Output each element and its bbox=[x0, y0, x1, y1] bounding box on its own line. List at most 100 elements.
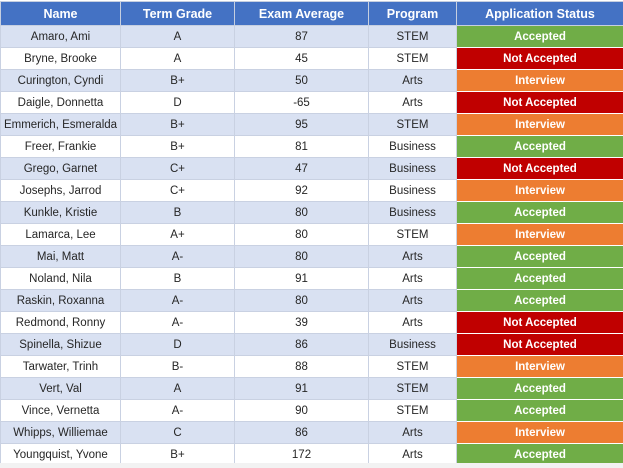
cell-term-grade[interactable]: A- bbox=[120, 289, 235, 312]
cell-application-status[interactable]: Accepted bbox=[456, 245, 623, 268]
cell-name[interactable]: Daigle, Donnetta bbox=[0, 91, 121, 114]
cell-term-grade[interactable]: B bbox=[120, 201, 235, 224]
cell-name[interactable]: Vert, Val bbox=[0, 377, 121, 400]
cell-term-grade[interactable]: B- bbox=[120, 355, 235, 378]
header-program[interactable]: Program bbox=[368, 1, 457, 26]
header-name[interactable]: Name bbox=[0, 1, 121, 26]
cell-application-status[interactable]: Interview bbox=[456, 69, 623, 92]
cell-exam-average[interactable]: 45 bbox=[234, 47, 369, 70]
cell-term-grade[interactable]: A bbox=[120, 377, 235, 400]
cell-term-grade[interactable]: D bbox=[120, 333, 235, 356]
cell-program[interactable]: STEM bbox=[368, 377, 457, 400]
cell-name[interactable]: Freer, Frankie bbox=[0, 135, 121, 158]
cell-term-grade[interactable]: B+ bbox=[120, 135, 235, 158]
cell-term-grade[interactable]: D bbox=[120, 91, 235, 114]
cell-term-grade[interactable]: C+ bbox=[120, 179, 235, 202]
cell-exam-average[interactable]: 50 bbox=[234, 69, 369, 92]
cell-exam-average[interactable]: -65 bbox=[234, 91, 369, 114]
cell-program[interactable]: STEM bbox=[368, 355, 457, 378]
cell-program[interactable]: STEM bbox=[368, 113, 457, 136]
cell-program[interactable]: Business bbox=[368, 333, 457, 356]
cell-term-grade[interactable]: A+ bbox=[120, 223, 235, 246]
cell-name[interactable]: Redmond, Ronny bbox=[0, 311, 121, 334]
cell-name[interactable]: Noland, Nila bbox=[0, 267, 121, 290]
cell-program[interactable]: STEM bbox=[368, 47, 457, 70]
cell-term-grade[interactable]: C bbox=[120, 421, 235, 444]
cell-exam-average[interactable]: 80 bbox=[234, 201, 369, 224]
cell-name[interactable]: Vince, Vernetta bbox=[0, 399, 121, 422]
cell-term-grade[interactable]: A- bbox=[120, 245, 235, 268]
cell-name[interactable]: Mai, Matt bbox=[0, 245, 121, 268]
cell-exam-average[interactable]: 39 bbox=[234, 311, 369, 334]
cell-term-grade[interactable]: A bbox=[120, 47, 235, 70]
cell-term-grade[interactable]: A- bbox=[120, 311, 235, 334]
cell-exam-average[interactable]: 91 bbox=[234, 377, 369, 400]
cell-name[interactable]: Youngquist, Yvone bbox=[0, 443, 121, 466]
cell-exam-average[interactable]: 80 bbox=[234, 289, 369, 312]
cell-term-grade[interactable]: B bbox=[120, 267, 235, 290]
cell-exam-average[interactable]: 86 bbox=[234, 333, 369, 356]
cell-name[interactable]: Spinella, Shizue bbox=[0, 333, 121, 356]
header-term-grade[interactable]: Term Grade bbox=[120, 1, 235, 26]
cell-exam-average[interactable]: 81 bbox=[234, 135, 369, 158]
cell-name[interactable]: Amaro, Ami bbox=[0, 25, 121, 48]
cell-exam-average[interactable]: 88 bbox=[234, 355, 369, 378]
cell-term-grade[interactable]: B+ bbox=[120, 69, 235, 92]
cell-program[interactable]: Arts bbox=[368, 289, 457, 312]
cell-application-status[interactable]: Accepted bbox=[456, 443, 623, 466]
cell-program[interactable]: STEM bbox=[368, 399, 457, 422]
cell-program[interactable]: Business bbox=[368, 157, 457, 180]
cell-exam-average[interactable]: 87 bbox=[234, 25, 369, 48]
cell-application-status[interactable]: Accepted bbox=[456, 25, 623, 48]
cell-application-status[interactable]: Not Accepted bbox=[456, 311, 623, 334]
cell-exam-average[interactable]: 86 bbox=[234, 421, 369, 444]
cell-program[interactable]: Arts bbox=[368, 245, 457, 268]
cell-application-status[interactable]: Interview bbox=[456, 113, 623, 136]
cell-exam-average[interactable]: 91 bbox=[234, 267, 369, 290]
cell-program[interactable]: Business bbox=[368, 201, 457, 224]
cell-name[interactable]: Tarwater, Trinh bbox=[0, 355, 121, 378]
cell-name[interactable]: Raskin, Roxanna bbox=[0, 289, 121, 312]
cell-exam-average[interactable]: 80 bbox=[234, 245, 369, 268]
cell-application-status[interactable]: Accepted bbox=[456, 267, 623, 290]
cell-name[interactable]: Emmerich, Esmeralda bbox=[0, 113, 121, 136]
cell-application-status[interactable]: Accepted bbox=[456, 289, 623, 312]
cell-program[interactable]: STEM bbox=[368, 25, 457, 48]
header-exam-average[interactable]: Exam Average bbox=[234, 1, 369, 26]
cell-term-grade[interactable]: B+ bbox=[120, 443, 235, 466]
cell-application-status[interactable]: Interview bbox=[456, 421, 623, 444]
cell-application-status[interactable]: Not Accepted bbox=[456, 91, 623, 114]
cell-exam-average[interactable]: 92 bbox=[234, 179, 369, 202]
cell-exam-average[interactable]: 90 bbox=[234, 399, 369, 422]
cell-name[interactable]: Curington, Cyndi bbox=[0, 69, 121, 92]
cell-term-grade[interactable]: A- bbox=[120, 399, 235, 422]
cell-application-status[interactable]: Accepted bbox=[456, 377, 623, 400]
cell-exam-average[interactable]: 172 bbox=[234, 443, 369, 466]
cell-exam-average[interactable]: 47 bbox=[234, 157, 369, 180]
cell-exam-average[interactable]: 80 bbox=[234, 223, 369, 246]
cell-program[interactable]: Arts bbox=[368, 421, 457, 444]
cell-program[interactable]: Arts bbox=[368, 311, 457, 334]
cell-application-status[interactable]: Not Accepted bbox=[456, 333, 623, 356]
cell-name[interactable]: Grego, Garnet bbox=[0, 157, 121, 180]
cell-name[interactable]: Kunkle, Kristie bbox=[0, 201, 121, 224]
cell-name[interactable]: Lamarca, Lee bbox=[0, 223, 121, 246]
cell-application-status[interactable]: Interview bbox=[456, 355, 623, 378]
cell-term-grade[interactable]: A bbox=[120, 25, 235, 48]
cell-term-grade[interactable]: C+ bbox=[120, 157, 235, 180]
cell-application-status[interactable]: Accepted bbox=[456, 201, 623, 224]
cell-exam-average[interactable]: 95 bbox=[234, 113, 369, 136]
cell-application-status[interactable]: Accepted bbox=[456, 135, 623, 158]
cell-program[interactable]: Arts bbox=[368, 69, 457, 92]
cell-program[interactable]: Business bbox=[368, 179, 457, 202]
cell-name[interactable]: Bryne, Brooke bbox=[0, 47, 121, 70]
cell-program[interactable]: Business bbox=[368, 135, 457, 158]
cell-name[interactable]: Whipps, Williemae bbox=[0, 421, 121, 444]
cell-program[interactable]: Arts bbox=[368, 91, 457, 114]
cell-application-status[interactable]: Accepted bbox=[456, 399, 623, 422]
cell-application-status[interactable]: Interview bbox=[456, 179, 623, 202]
cell-program[interactable]: STEM bbox=[368, 223, 457, 246]
cell-application-status[interactable]: Interview bbox=[456, 223, 623, 246]
cell-name[interactable]: Josephs, Jarrod bbox=[0, 179, 121, 202]
cell-program[interactable]: Arts bbox=[368, 267, 457, 290]
